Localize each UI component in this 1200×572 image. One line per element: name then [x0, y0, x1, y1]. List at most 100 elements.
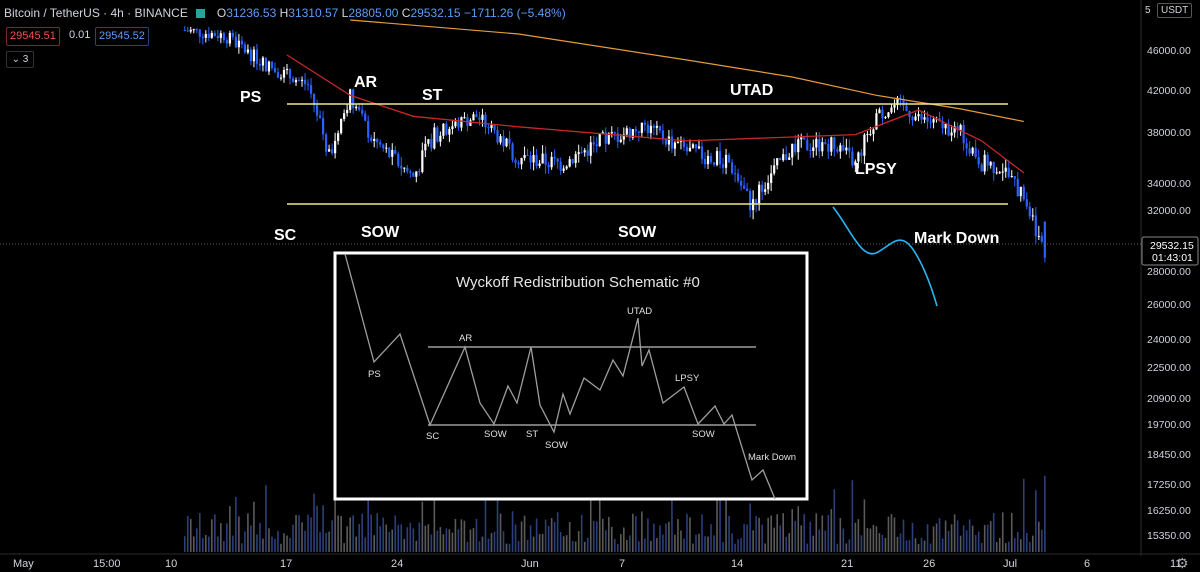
volume-bar: [755, 516, 757, 552]
time-axis-label: 14: [731, 558, 743, 570]
volume-bar: [484, 478, 487, 552]
volume-bar: [896, 536, 899, 552]
volume-bar: [307, 514, 309, 552]
candle-body: [300, 79, 304, 81]
volume-bar: [686, 513, 688, 552]
candle-body: [252, 49, 256, 62]
volume-bar: [283, 533, 285, 552]
candle-body: [403, 167, 406, 169]
candle-body: [992, 161, 995, 173]
volume-bar: [253, 501, 255, 552]
candle-body: [652, 125, 655, 128]
volume-bar: [562, 536, 565, 552]
candle-body: [553, 156, 556, 159]
volume-bar: [980, 542, 983, 552]
volume-bar: [310, 517, 312, 552]
candle-body: [529, 155, 532, 163]
ohlc-open: 31236.53: [226, 6, 277, 20]
volume-bar: [520, 521, 523, 552]
volume-bar: [541, 533, 544, 552]
candle-body: [225, 40, 228, 44]
sell-price-button[interactable]: 29545.51: [6, 27, 60, 46]
volume-bar: [1001, 512, 1004, 552]
spread-value: 0.01: [69, 29, 91, 41]
candle-body: [349, 89, 352, 110]
volume-bar: [379, 526, 382, 552]
candle-body: [207, 33, 210, 38]
volume-bar: [343, 543, 345, 552]
volume-bar: [656, 538, 658, 552]
candle-body: [947, 123, 950, 136]
volume-bar: [415, 540, 418, 552]
candle-body: [893, 105, 896, 108]
volume-bars: [183, 466, 1046, 552]
candle-body: [571, 159, 574, 164]
volume-bar: [454, 518, 457, 552]
candle-body: [547, 164, 550, 168]
volume-bar: [716, 492, 718, 552]
candle-body: [328, 149, 331, 152]
volume-bar: [475, 518, 478, 552]
buy-price-button[interactable]: 29545.52: [95, 27, 149, 46]
volume-bar: [451, 532, 454, 552]
volume-bar: [463, 520, 466, 552]
candle-body: [430, 139, 433, 149]
currency-button[interactable]: USDT: [1157, 3, 1193, 18]
candle-body: [306, 84, 310, 86]
volume-bar: [668, 521, 670, 552]
candle-body: [694, 144, 698, 149]
volume-bar: [836, 543, 839, 552]
label-ar: AR: [354, 74, 378, 91]
volume-bar: [274, 538, 276, 552]
volume-bar: [334, 489, 336, 552]
candle-body: [373, 138, 376, 142]
candle-body: [974, 147, 977, 158]
candle-body: [538, 163, 541, 167]
symbol-title[interactable]: Bitcoin / TetherUS · 4h · BINANCE: [4, 6, 188, 20]
volume-bar: [496, 494, 499, 552]
candle-body: [255, 49, 259, 64]
last-candle: [1043, 221, 1046, 248]
candle-body: [676, 142, 680, 144]
volume-bar: [746, 524, 748, 552]
volume-bar: [328, 531, 330, 552]
volume-bar: [352, 515, 354, 552]
gear-icon[interactable]: ⚙: [1176, 555, 1189, 571]
candle-body: [273, 68, 277, 73]
candle-body: [520, 158, 523, 165]
candle-body: [824, 142, 827, 144]
volume-bar: [623, 527, 625, 552]
volume-bar: [704, 536, 706, 552]
volume-bar: [259, 522, 261, 552]
volume-bar: [403, 538, 406, 552]
volume-bar: [914, 538, 917, 552]
volume-bar: [734, 543, 736, 552]
time-axis[interactable]: May 15:00 10 17 24 Jun 7 14 21 26 Jul 6 11: [13, 558, 1181, 570]
volume-bar: [629, 535, 631, 552]
candle-body: [297, 80, 301, 82]
volume-bar: [195, 528, 198, 552]
volume-bar: [388, 531, 391, 552]
volume-bar: [607, 516, 610, 552]
candle-body: [896, 97, 899, 106]
volume-bar: [1010, 512, 1013, 552]
candle-body: [1031, 215, 1034, 217]
candle-body: [860, 152, 863, 156]
candle-body: [246, 49, 250, 53]
collapse-indicators-button[interactable]: ⌄ 3: [6, 51, 34, 68]
candle-body: [370, 137, 373, 142]
volume-bar: [409, 522, 412, 552]
volume-bar: [448, 529, 451, 552]
candle-body: [595, 144, 598, 147]
volume-bar: [671, 497, 673, 552]
volume-bar: [725, 497, 727, 552]
volume-bar: [1016, 531, 1019, 552]
volume-bar: [1007, 541, 1010, 552]
volume-bar: [902, 519, 905, 552]
volume-bar: [731, 533, 733, 552]
candle-body: [923, 117, 926, 120]
candle-body: [352, 89, 355, 109]
price-axis-label: 20900.00: [1147, 393, 1191, 405]
candle-body: [261, 57, 265, 66]
